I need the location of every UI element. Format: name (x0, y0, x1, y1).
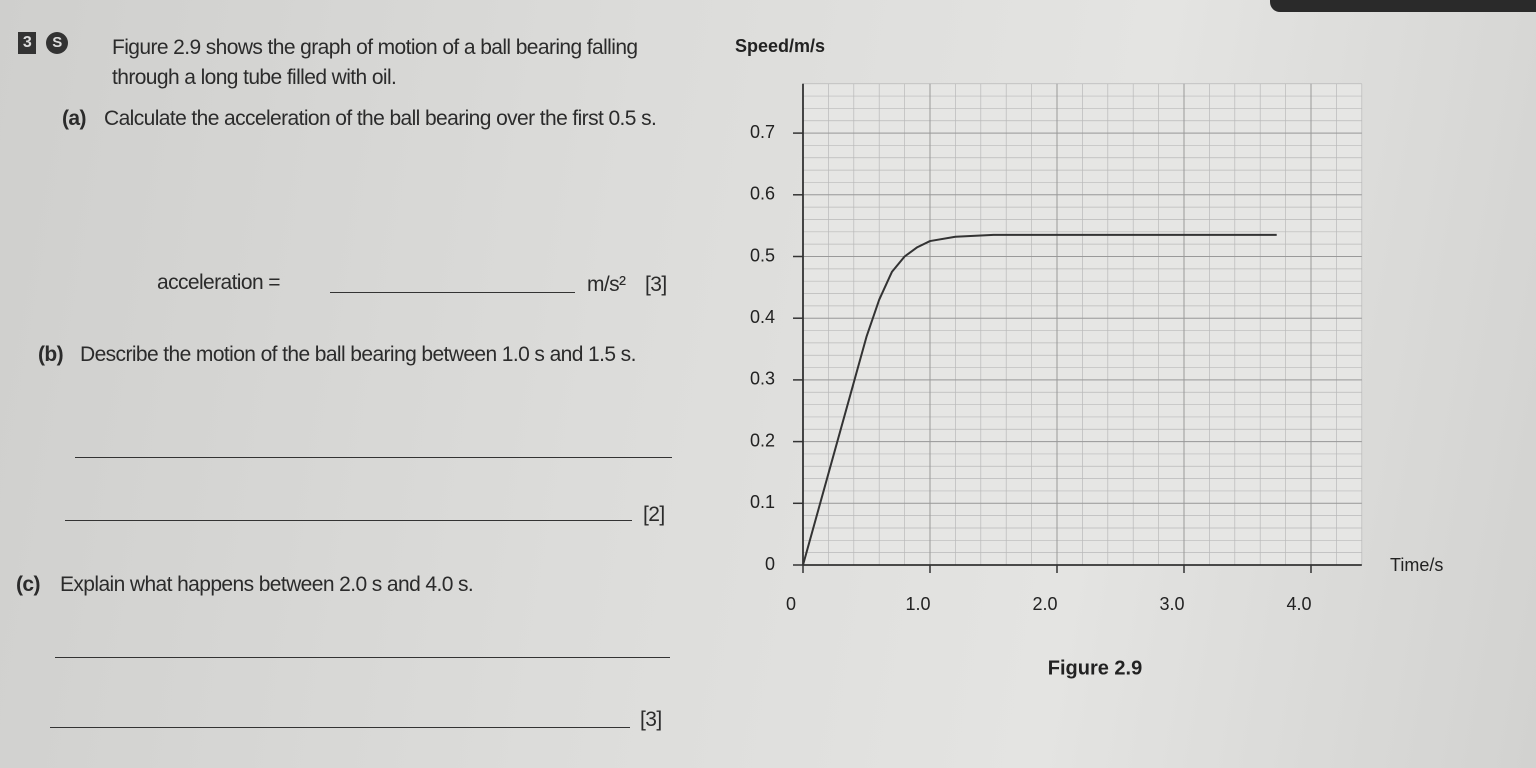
y-tick-label: 0.4 (750, 307, 775, 327)
y-tick-label: 0.5 (750, 245, 775, 265)
part-label: (a) (62, 107, 86, 130)
question-marker: S (46, 32, 68, 54)
y-tick-label: 0.7 (750, 122, 775, 142)
answer-line (65, 520, 632, 521)
marks: [3] (645, 273, 667, 296)
y-tick-label: 0.2 (750, 430, 775, 450)
y-tick-label: 0.3 (750, 369, 775, 389)
part-label: (c) (16, 573, 40, 596)
answer-line (55, 657, 670, 658)
part-label: (b) (38, 343, 64, 366)
unit: m/s² (587, 273, 626, 296)
part-text: Describe the motion of the ball bearing … (80, 343, 636, 366)
x-tick-label: 0 (786, 594, 796, 614)
y-axis-label: Speed/m/s (735, 36, 825, 56)
x-tick-label: 4.0 (1286, 594, 1311, 614)
question-number: 3 (18, 32, 36, 54)
y-tick-label: 0.6 (750, 184, 775, 204)
x-axis-label: Time/s (1390, 555, 1443, 575)
intro: Figure 2.9 shows the graph of motion of … (112, 36, 638, 89)
marks: [2] (643, 503, 665, 526)
x-tick-label: 2.0 (1032, 594, 1057, 614)
y-tick-label: 0 (765, 554, 775, 574)
top-bar (1270, 0, 1536, 12)
part-text: Explain what happens between 2.0 s and 4… (60, 573, 474, 596)
answer-line (330, 292, 575, 293)
x-tick-label: 3.0 (1159, 594, 1184, 614)
marks: [3] (640, 708, 662, 731)
x-tick-label: 1.0 (905, 594, 930, 614)
answer-line (50, 727, 630, 728)
y-tick-label: 0.1 (750, 492, 775, 512)
answer-label: acceleration = (157, 271, 281, 294)
part-text: Calculate the acceleration of the ball b… (104, 107, 657, 130)
curve (802, 233, 1277, 566)
figure-caption: Figure 2.9 (1048, 657, 1142, 679)
answer-line (75, 457, 672, 458)
